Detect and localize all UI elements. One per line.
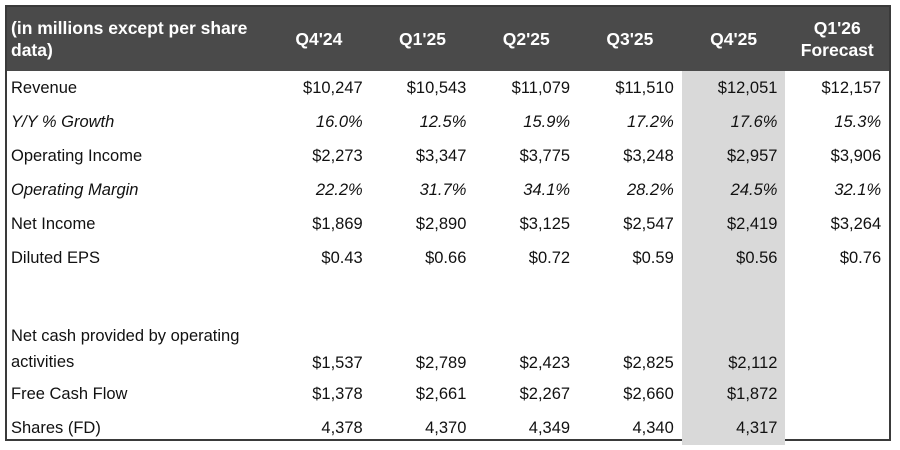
table-cell: 22.2%: [315, 180, 363, 199]
table-cell: $10,247: [303, 78, 363, 97]
table-cell: $2,825: [623, 354, 674, 372]
table-cell: $2,423: [519, 354, 571, 372]
table-cell: 15.3%: [834, 112, 882, 131]
table-cell: $1,378: [312, 384, 363, 403]
table-row-operating-income: Operating Income $2,273 $3,347 $3,775 $3…: [7, 139, 889, 173]
table-row-operating-cash-flow: Net cash provided by operating activitie…: [7, 319, 889, 377]
table-cell-highlighted: $2,419: [681, 207, 786, 241]
table-cell-highlighted: $12,051: [681, 71, 786, 105]
table-cell-highlighted: 4,317: [681, 411, 786, 445]
table-row-spacer: [7, 275, 889, 319]
column-header-q2-25: Q2'25: [474, 7, 579, 71]
financial-summary-table: (in millions except per share data) Q4'2…: [7, 7, 890, 445]
table-cell: 12.5%: [419, 112, 467, 131]
column-header-q4-24: Q4'24: [267, 7, 371, 71]
table-cell: $3,906: [830, 146, 882, 165]
table-cell: 32.1%: [834, 180, 882, 199]
column-header-q1-25: Q1'25: [370, 7, 475, 71]
table-cell: 16.0%: [315, 112, 363, 131]
table-cell: $0.43: [321, 248, 363, 267]
table-cell: $1,537: [312, 354, 363, 372]
table-cell: [785, 411, 889, 445]
row-label: Free Cash Flow: [11, 384, 128, 403]
table-cell: [785, 319, 889, 377]
table-row-shares-fd: Shares (FD) 4,378 4,370 4,349 4,340 4,31…: [7, 411, 889, 445]
table-cell-highlighted: $1,872: [681, 377, 786, 411]
table-cell: [578, 275, 682, 319]
table-row-free-cash-flow: Free Cash Flow $1,378 $2,661 $2,267 $2,6…: [7, 377, 889, 411]
table-cell-highlighted: $2,957: [681, 139, 786, 173]
table-cell: $0.59: [632, 248, 674, 267]
table-cell: $3,347: [415, 146, 467, 165]
table-cell-highlighted: [681, 275, 786, 319]
table-cell: $3,248: [623, 146, 674, 165]
table-frame: [5, 5, 891, 441]
table-cell: [785, 377, 889, 411]
table-cell: [785, 275, 889, 319]
row-label: Operating Income: [11, 146, 143, 165]
row-label: Revenue: [11, 78, 78, 97]
table-cell: $1,869: [312, 214, 363, 233]
table-cell: $0.66: [425, 248, 467, 267]
table-cell: $11,510: [615, 78, 674, 97]
table-cell: 4,370: [425, 418, 467, 437]
table-cell: 17.2%: [626, 112, 674, 131]
table-row-diluted-eps: Diluted EPS $0.43 $0.66 $0.72 $0.59 $0.5…: [7, 241, 889, 275]
table-cell: $2,547: [623, 214, 674, 233]
table-cell: $3,775: [519, 146, 571, 165]
row-label: Y/Y % Growth: [11, 112, 115, 131]
row-label: Shares (FD): [11, 418, 101, 437]
table-cell: [474, 275, 578, 319]
row-label: [7, 275, 267, 319]
header-row: (in millions except per share data) Q4'2…: [7, 7, 890, 71]
table-cell: $2,789: [415, 354, 467, 372]
header-label: (in millions except per share data): [7, 7, 267, 71]
table-row-operating-margin: Operating Margin 22.2% 31.7% 34.1% 28.2%…: [7, 173, 889, 207]
table-cell: $2,660: [623, 384, 674, 403]
table-cell: $2,661: [415, 384, 467, 403]
row-label: Net Income: [11, 214, 96, 233]
table-cell: [371, 275, 475, 319]
table-cell-highlighted: $0.56: [681, 241, 786, 275]
row-label: Operating Margin: [11, 180, 139, 199]
table-row-net-income: Net Income $1,869 $2,890 $3,125 $2,547 $…: [7, 207, 889, 241]
table-row-revenue: Revenue $10,247 $10,543 $11,079 $11,510 …: [7, 71, 889, 105]
table-cell: $0.72: [528, 248, 571, 267]
table-cell: 4,340: [632, 418, 674, 437]
column-header-q4-25: Q4'25: [681, 7, 786, 71]
table-cell: $11,079: [511, 78, 571, 97]
table-cell: 4,378: [321, 418, 363, 437]
table-cell: $3,125: [519, 214, 571, 233]
table-cell: 4,349: [528, 418, 571, 437]
column-header-q1-26-forecast: Q1'26 Forecast: [785, 7, 890, 71]
table-cell: 34.1%: [523, 180, 571, 199]
table-cell: 15.9%: [523, 112, 571, 131]
table-cell: $10,543: [406, 78, 467, 97]
table-cell-highlighted: $2,112: [681, 319, 786, 377]
table-cell-highlighted: 17.6%: [681, 105, 786, 139]
table-cell: $2,890: [415, 214, 467, 233]
table-row-yy-growth: Y/Y % Growth 16.0% 12.5% 15.9% 17.2% 17.…: [7, 105, 889, 139]
table-cell: 31.7%: [419, 180, 467, 199]
table-cell: $12,157: [821, 78, 882, 97]
row-label: Diluted EPS: [11, 248, 100, 267]
table-cell: [267, 275, 371, 319]
row-label: Net cash provided by operating activitie…: [11, 327, 240, 371]
table-cell-highlighted: 24.5%: [681, 173, 786, 207]
table-cell: $3,264: [830, 214, 882, 233]
table-cell: $2,273: [312, 146, 363, 165]
table-cell: $0.76: [839, 248, 882, 267]
table-cell: 28.2%: [626, 180, 674, 199]
column-header-q3-25: Q3'25: [578, 7, 682, 71]
table-cell: $2,267: [519, 384, 571, 403]
